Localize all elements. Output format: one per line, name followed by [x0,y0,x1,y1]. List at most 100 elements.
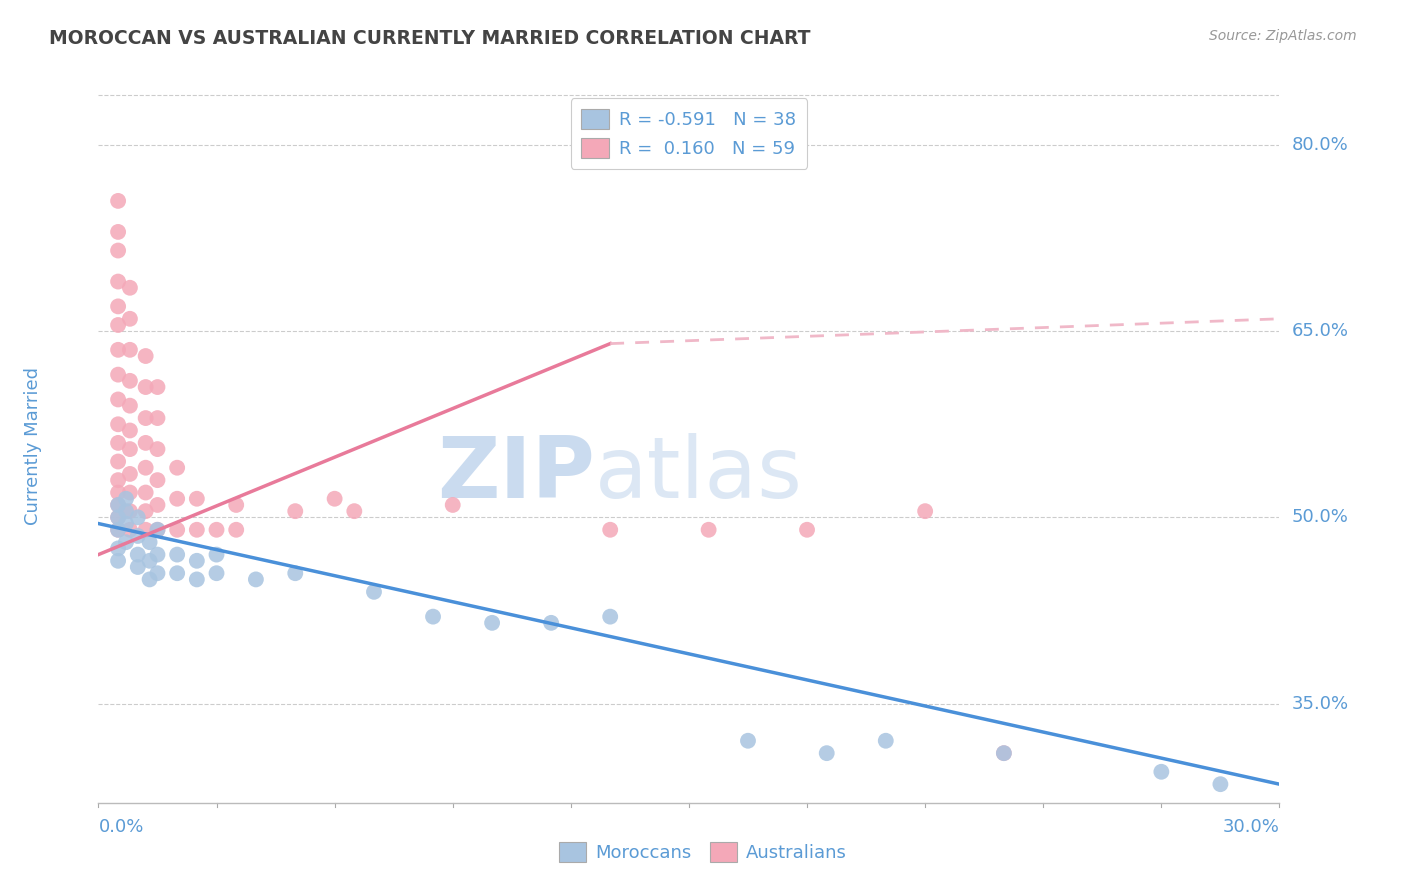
Point [127,560,149,574]
Point [118,343,141,357]
Point [186,554,208,568]
Point [284,566,307,581]
Text: Currently Married: Currently Married [24,367,42,525]
Point [323,491,346,506]
Point [107,392,129,407]
Point [914,504,936,518]
Point [107,510,129,524]
Point [245,573,267,587]
Point [118,523,141,537]
Point [146,523,169,537]
Text: ZIP: ZIP [437,433,595,516]
Point [205,523,228,537]
Point [815,746,838,760]
Point [1209,777,1232,791]
Point [107,436,129,450]
Point [107,194,129,208]
Point [107,417,129,432]
Point [796,523,818,537]
Point [118,374,141,388]
Point [118,467,141,481]
Point [135,436,157,450]
Point [186,523,208,537]
Point [146,498,169,512]
Text: 50.0%: 50.0% [1291,508,1348,526]
Point [135,349,157,363]
Point [363,584,385,599]
Point [1150,764,1173,779]
Point [138,535,160,549]
Point [599,523,621,537]
Point [115,516,138,531]
Point [115,535,138,549]
Point [166,548,188,562]
Point [205,548,228,562]
Point [107,318,129,332]
Point [205,566,228,581]
Point [107,541,129,556]
Point [107,244,129,258]
Point [107,299,129,313]
Point [186,491,208,506]
Point [118,442,141,456]
Text: 65.0%: 65.0% [1291,322,1348,340]
Point [146,523,169,537]
Point [135,504,157,518]
Point [135,380,157,394]
Point [166,460,188,475]
Point [107,368,129,382]
Text: atlas: atlas [595,433,803,516]
Point [135,411,157,425]
Point [146,548,169,562]
Text: Source: ZipAtlas.com: Source: ZipAtlas.com [1209,29,1357,43]
Point [599,609,621,624]
Point [993,746,1015,760]
Point [107,554,129,568]
Point [138,573,160,587]
Point [118,424,141,438]
Text: MOROCCAN VS AUSTRALIAN CURRENTLY MARRIED CORRELATION CHART: MOROCCAN VS AUSTRALIAN CURRENTLY MARRIED… [49,29,811,47]
Point [146,380,169,394]
Point [127,548,149,562]
Point [146,411,169,425]
Point [481,615,503,630]
Point [146,442,169,456]
Point [115,491,138,506]
Point [107,485,129,500]
Point [343,504,366,518]
Point [441,498,464,512]
Text: 80.0%: 80.0% [1291,136,1348,154]
Point [107,454,129,468]
Point [107,225,129,239]
Point [225,498,247,512]
Point [107,498,129,512]
Text: 0.0%: 0.0% [98,818,143,836]
Point [422,609,444,624]
Point [118,504,141,518]
Point [186,573,208,587]
Point [135,460,157,475]
Point [107,510,129,524]
Point [118,311,141,326]
Point [107,523,129,537]
Point [118,399,141,413]
Point [993,746,1015,760]
Point [135,523,157,537]
Point [135,485,157,500]
Point [146,473,169,487]
Text: 30.0%: 30.0% [1223,818,1279,836]
Point [118,281,141,295]
Point [737,733,759,747]
Point [107,473,129,487]
Legend: R = -0.591   N = 38, R =  0.160   N = 59: R = -0.591 N = 38, R = 0.160 N = 59 [571,98,807,169]
Point [107,523,129,537]
Text: 35.0%: 35.0% [1291,695,1348,713]
Point [118,485,141,500]
Point [697,523,720,537]
Point [107,343,129,357]
Point [875,733,897,747]
Point [107,498,129,512]
Legend: Moroccans, Australians: Moroccans, Australians [553,835,853,870]
Point [284,504,307,518]
Point [225,523,247,537]
